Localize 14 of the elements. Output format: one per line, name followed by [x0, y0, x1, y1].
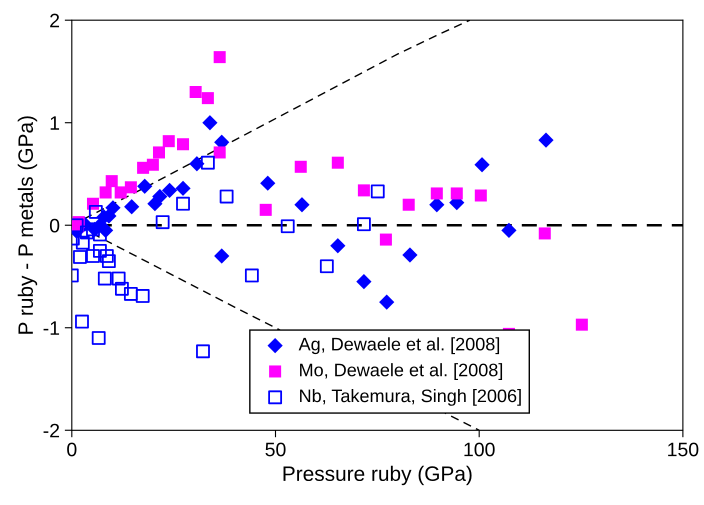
x-axis-title: Pressure ruby (GPa) [284, 466, 472, 486]
x-tick-label: 0 [67, 442, 76, 456]
y-tick-label: 2 [50, 14, 60, 28]
x-tick-label: 50 [265, 442, 286, 456]
x-tick-label: 100 [464, 442, 495, 456]
y-axis-title: P ruby - P metals (GPa) [18, 116, 38, 334]
y-tick-label: 0 [50, 218, 60, 232]
x-tick-label: 150 [668, 442, 698, 456]
legend-label: Mo, Dewaele et al. [2008] [300, 363, 502, 380]
y-tick-label: -1 [44, 321, 60, 335]
y-tick-label: 1 [50, 116, 60, 130]
y-tick-label: -2 [44, 424, 60, 438]
legend-label: Nb, Takemura, Singh [2006] [300, 388, 521, 406]
legend-label: Ag, Dewaele et al. [2008] [298, 337, 500, 354]
